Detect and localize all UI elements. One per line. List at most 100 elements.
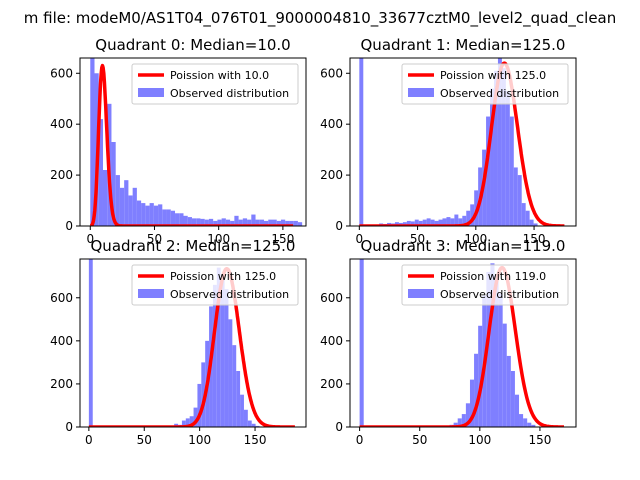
histogram-bar	[533, 223, 538, 226]
histogram-bar	[430, 219, 435, 226]
histogram-bar	[251, 423, 256, 427]
y-tick-label: 600	[50, 66, 73, 80]
legend-label-poisson: Poission with 125.0	[440, 69, 546, 82]
y-tick-label: 200	[320, 168, 343, 182]
histogram-bar	[293, 220, 298, 226]
histogram-bar	[179, 213, 184, 226]
poisson-curve	[358, 265, 566, 427]
histogram-bar	[230, 220, 235, 226]
histogram-bar	[98, 119, 103, 226]
histogram-bar	[213, 220, 218, 226]
histogram-bar	[486, 271, 491, 427]
histogram-bar	[217, 219, 222, 226]
histogram-bar	[462, 215, 467, 226]
histogram-bar	[486, 116, 491, 226]
histogram-bar	[469, 379, 475, 427]
histogram-bar	[208, 218, 214, 226]
legend-label-poisson: Poission with 119.0	[440, 270, 546, 283]
legend-label-observed: Observed distribution	[170, 87, 289, 100]
histogram-bar	[525, 210, 530, 226]
histogram-bar	[191, 218, 197, 226]
histogram-bar	[90, 58, 95, 226]
histogram-bar	[234, 215, 239, 226]
histogram-bar	[124, 180, 129, 226]
axes-frame	[79, 258, 307, 428]
panel-title: Quadrant 2: Median=125.0	[91, 237, 296, 255]
histogram-bar	[442, 218, 447, 226]
histogram-bar	[240, 394, 244, 427]
histogram-bar	[490, 88, 494, 226]
histogram-bar	[141, 203, 146, 226]
histogram-bar	[276, 220, 281, 226]
legend-bar-swatch	[408, 88, 434, 97]
histogram-bar	[119, 187, 125, 226]
x-tick-label: 150	[523, 232, 546, 246]
y-tick-label: 400	[50, 334, 73, 348]
legend-label-poisson: Poission with 125.0	[170, 270, 276, 283]
histogram-bar	[251, 214, 256, 226]
histogram-bar	[434, 220, 439, 226]
legend-box	[131, 63, 299, 105]
panel-title: Quadrant 3: Median=119.0	[361, 237, 566, 255]
histogram-bar	[185, 418, 190, 427]
panel-title: Quadrant 1: Median=125.0	[361, 36, 566, 54]
histogram-bar	[268, 219, 273, 226]
x-tick-label: 150	[244, 433, 267, 447]
panel-3: 0 50 100 150 0 200 400 600 Quadrant 3: Median=11…	[320, 237, 577, 447]
panel-title: Quadrant 0: Median=10.0	[95, 36, 290, 54]
x-tick-label: 100	[468, 433, 491, 447]
legend-label-observed: Observed distribution	[170, 288, 289, 301]
histogram-bar	[115, 175, 120, 226]
histogram-bar	[517, 175, 522, 226]
y-tick-label: 0	[335, 420, 343, 434]
histogram-bar	[216, 267, 221, 427]
histogram-bar	[197, 383, 202, 427]
histogram-bar	[498, 293, 503, 427]
x-tick-label: 50	[410, 232, 425, 246]
y-tick-label: 400	[50, 117, 73, 131]
legend-box	[401, 63, 569, 105]
histogram-bar	[394, 222, 399, 226]
histogram-bar	[438, 219, 443, 226]
histogram-bar	[297, 222, 303, 226]
y-tick-label: 200	[320, 377, 343, 391]
histogram-bar	[470, 204, 475, 226]
legend-bar-swatch	[138, 289, 164, 298]
histogram-bar	[514, 394, 520, 427]
x-tick-label: 0	[356, 433, 364, 447]
legend-box	[131, 264, 299, 306]
axes-frame	[349, 57, 577, 227]
histogram-bar	[510, 371, 515, 427]
histogram-bar	[247, 219, 252, 226]
histogram-bar	[145, 205, 150, 226]
y-tick-label: 0	[65, 219, 73, 233]
histogram-bar	[531, 424, 536, 427]
histogram-bar	[225, 219, 231, 226]
histogram-bar	[289, 220, 294, 226]
histogram-bar	[232, 345, 237, 427]
histogram-bar	[166, 209, 171, 226]
histogram-bar	[88, 259, 93, 427]
histogram-bar	[285, 220, 290, 226]
histogram-bar	[529, 219, 534, 226]
histogram-bar	[111, 142, 116, 226]
panel-0: 0 50 100 150 0 200 400 600 Quadrant 0: Median=10…	[50, 36, 307, 246]
histogram-bar	[264, 220, 269, 226]
histogram-bar	[242, 218, 248, 226]
histogram-bar	[224, 289, 229, 427]
histogram-bar	[162, 209, 167, 226]
histogram-bar	[410, 221, 415, 226]
x-tick-label: 100	[188, 433, 211, 447]
histogram-bar	[418, 220, 423, 226]
panel-1: 0 50 100 150 0 200 400 600 Quadrant 1: Median=12…	[320, 36, 577, 246]
histogram-bar	[426, 218, 431, 226]
legend-bar-swatch	[138, 88, 164, 97]
y-tick-label: 600	[320, 291, 343, 305]
histogram-bar	[189, 416, 194, 427]
histogram-bar	[259, 219, 265, 226]
legend-label-poisson: Poission with 10.0	[170, 69, 269, 82]
x-tick-label: 150	[528, 433, 551, 447]
histogram-bar	[478, 325, 483, 427]
histogram-bar	[221, 218, 226, 226]
